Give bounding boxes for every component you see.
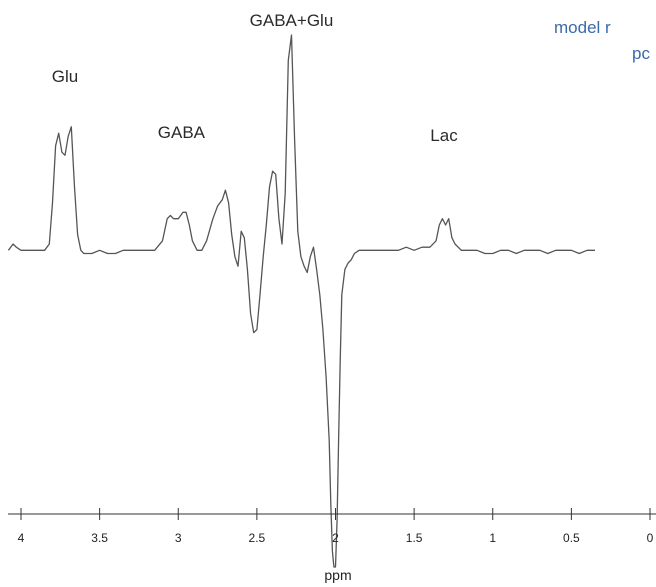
x-tick-label: 0 bbox=[647, 531, 654, 545]
x-tick-label: 3.5 bbox=[91, 531, 108, 545]
peak-annotations: Glu GABA GABA+Glu Lac bbox=[52, 11, 458, 145]
peak-label: GABA+Glu bbox=[250, 11, 334, 30]
peak-label: Lac bbox=[430, 126, 458, 145]
spectrum-line bbox=[7, 34, 595, 568]
peak-label: GABA bbox=[158, 123, 206, 142]
x-tick-label: 1 bbox=[489, 531, 496, 545]
x-tick-label: 0.5 bbox=[563, 531, 580, 545]
x-tick-label: 2.5 bbox=[249, 531, 266, 545]
caption-line-2: pc bbox=[632, 44, 650, 63]
x-tick-label: 2 bbox=[332, 531, 339, 545]
x-tick-label: 3 bbox=[175, 531, 182, 545]
caption-line-1: model r bbox=[554, 18, 611, 37]
x-axis-ticks: 4 3.5 3 2.5 2 1.5 1 0.5 0 bbox=[18, 508, 654, 545]
x-tick-label: 1.5 bbox=[406, 531, 423, 545]
peak-label: Glu bbox=[52, 67, 78, 86]
x-axis-title: ppm bbox=[324, 567, 351, 583]
x-tick-label: 4 bbox=[18, 531, 25, 545]
